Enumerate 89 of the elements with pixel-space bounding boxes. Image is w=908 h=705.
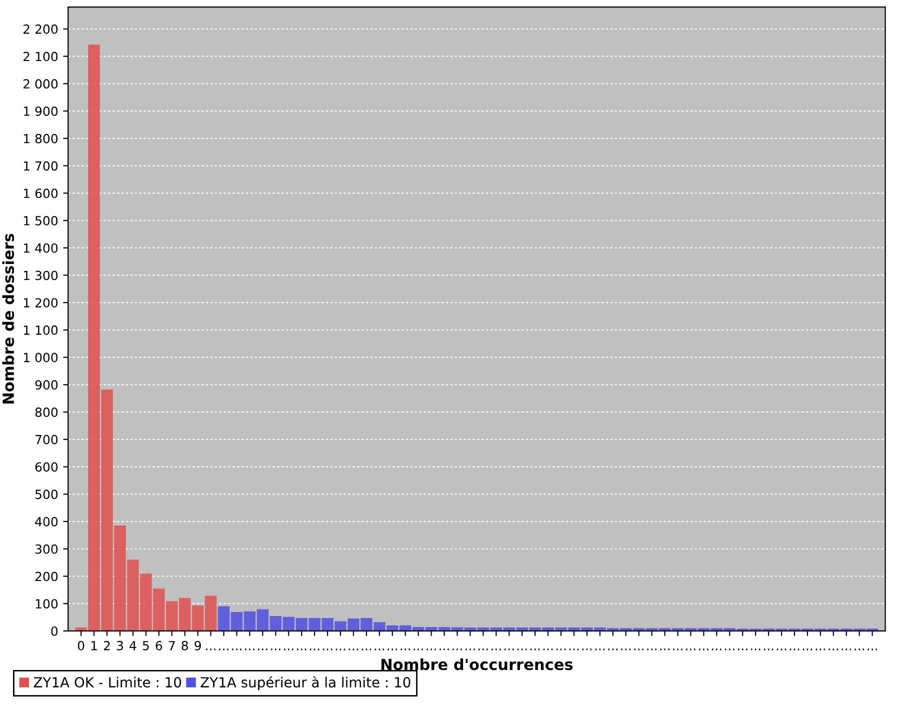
- legend-label: ZY1A supérieur à la limite : 10: [200, 676, 410, 690]
- x-tick-label: ...: [440, 648, 449, 650]
- x-tick-label: ...: [400, 648, 410, 650]
- y-tick-label: 500: [35, 490, 58, 500]
- x-tick-label: ...: [296, 648, 306, 650]
- y-tick-label: 200: [35, 572, 58, 582]
- x-tick-label: ...: [543, 648, 553, 650]
- x-tick-label: ...: [595, 648, 605, 650]
- x-tick-label: ...: [517, 648, 527, 650]
- x-tick-label: ...: [478, 648, 488, 650]
- x-tick-label: ...: [504, 648, 514, 650]
- x-tick-label: ...: [621, 648, 630, 650]
- x-tick-label: ...: [673, 648, 682, 650]
- x-tick-label: ...: [556, 648, 566, 650]
- x-tick-label: ...: [790, 648, 800, 650]
- x-tick-label: ...: [828, 648, 838, 650]
- y-tick-label: 400: [35, 516, 58, 526]
- x-tick-label: ...: [492, 648, 501, 650]
- x-tick-label: ...: [245, 648, 254, 650]
- y-tick-label: 800: [35, 408, 58, 417]
- x-tick-label: ...: [219, 648, 228, 650]
- y-tick-label: 1 000: [24, 352, 58, 362]
- y-tick-label: 2 200: [24, 24, 58, 34]
- y-tick-label: 600: [35, 462, 58, 472]
- y-tick-label: 1 200: [24, 298, 58, 308]
- x-tick-label: ...: [816, 648, 826, 650]
- x-tick-label: ...: [738, 648, 748, 650]
- y-tick-label: 1 500: [24, 216, 58, 226]
- x-tick-label: ...: [582, 648, 592, 650]
- x-tick-label: ...: [608, 648, 618, 650]
- x-tick-label: ...: [660, 648, 670, 650]
- y-tick-label: 1 600: [24, 188, 58, 198]
- x-tick-label: 5: [142, 641, 149, 650]
- x-tick-label: ...: [854, 648, 864, 650]
- x-tick-label: ...: [776, 648, 786, 650]
- x-tick-label: ...: [530, 648, 540, 650]
- x-tick-label: 8: [182, 640, 188, 650]
- x-tick-label: ...: [802, 648, 812, 650]
- x-tick-label: ...: [322, 648, 332, 650]
- x-tick-label: ...: [868, 648, 877, 650]
- x-tick-label: ...: [414, 648, 423, 650]
- y-tick-label: 900: [35, 380, 58, 390]
- y-tick-label: 1 300: [24, 270, 58, 280]
- x-tick-label: ...: [750, 648, 760, 650]
- y-tick-label: 1 100: [24, 325, 58, 335]
- x-tick-label: ...: [725, 648, 734, 650]
- y-tick-label: 1 800: [24, 134, 58, 144]
- y-tick-label: 2 000: [24, 79, 58, 89]
- x-tick-label: 3: [116, 640, 123, 650]
- x-tick-label: ...: [712, 648, 722, 650]
- x-tick-label: ...: [388, 648, 397, 650]
- x-tick-label: 0: [78, 640, 84, 650]
- y-axis-title: Nombre de dossiers: [2, 234, 14, 404]
- y-tick-label: 700: [36, 434, 58, 444]
- x-tick-label: ...: [348, 648, 358, 650]
- y-tick-label: 300: [35, 544, 58, 554]
- x-tick-label: ...: [842, 648, 851, 650]
- x-tick-label: ...: [374, 648, 384, 650]
- legend-label: ZY1A OK - Limite : 10: [34, 676, 182, 688]
- x-tick-label: 9: [194, 640, 201, 650]
- x-tick-label: ...: [336, 648, 346, 650]
- x-tick-label: 1: [91, 641, 97, 650]
- y-tick-label: 1 700: [24, 161, 58, 171]
- x-axis-title: Nombre d'occurrences: [381, 658, 573, 670]
- y-tick-label: 2 100: [24, 52, 58, 62]
- x-tick-label: 4: [130, 641, 136, 650]
- x-tick-label: ...: [362, 648, 372, 650]
- x-tick-label: 2: [104, 640, 110, 650]
- y-tick-label: 1 900: [24, 106, 58, 116]
- x-tick-label: ...: [647, 648, 656, 650]
- y-tick-label: 1 400: [24, 243, 58, 253]
- x-tick-label: ...: [426, 648, 436, 650]
- y-tick-label: 0: [51, 626, 58, 636]
- x-tick-label: ...: [466, 648, 475, 650]
- x-tick-label: ...: [634, 648, 644, 650]
- x-tick-label: ...: [258, 648, 268, 650]
- x-tick-label: ...: [310, 648, 320, 650]
- x-tick-label: ...: [569, 648, 579, 650]
- x-tick-label: ...: [232, 648, 242, 650]
- x-tick-label: ...: [271, 648, 280, 650]
- x-tick-label: 6: [156, 640, 162, 650]
- x-tick-label: ...: [686, 648, 696, 650]
- x-tick-label: ...: [699, 648, 708, 650]
- x-tick-label: ...: [764, 648, 774, 650]
- x-tick-label: ...: [284, 648, 294, 650]
- x-tick-label: 7: [168, 641, 175, 650]
- x-tick-label: ...: [452, 648, 462, 650]
- y-tick-label: 100: [36, 599, 58, 609]
- x-tick-label: ...: [206, 648, 216, 650]
